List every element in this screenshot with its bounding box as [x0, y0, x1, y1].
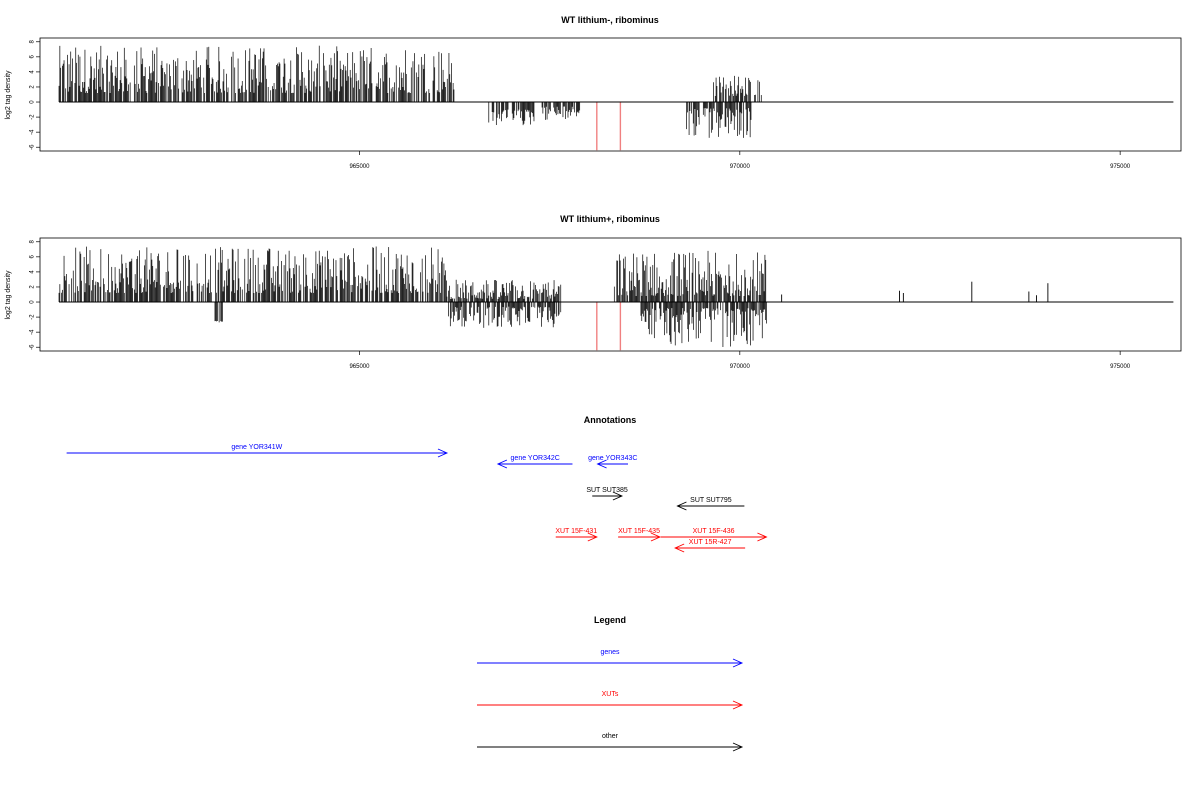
x-tick-label: 970000	[730, 164, 751, 170]
annotation-label: gene YOR343C	[588, 455, 637, 462]
feature-arrowhead	[732, 658, 744, 668]
feature-arrowhead	[612, 491, 624, 501]
y-tick-label: 0	[30, 300, 36, 304]
feature-arrowhead	[674, 543, 685, 553]
annotation-feature: XUT 15F-435	[618, 528, 662, 542]
legend-label: genes	[600, 649, 620, 656]
annotation-feature: SUT SUT385	[586, 487, 628, 501]
track-panel-lithium-minus: WT lithium-, ribominus log2 tag density …	[5, 15, 1182, 170]
marker-lines	[596, 102, 622, 151]
y-tick-label: -6	[30, 344, 36, 350]
plot-frame	[39, 237, 1182, 352]
tag-density-bars	[58, 45, 762, 138]
y-tick-label: 2	[30, 285, 36, 289]
track-panel-lithium-plus: WT lithium+, ribominus log2 tag density …	[5, 214, 1182, 370]
feature-arrowhead	[437, 448, 449, 458]
y-tick-label: -4	[30, 129, 36, 135]
x-axis-ticks: 965000 970000 975000	[349, 151, 1131, 170]
x-tick-label: 975000	[1110, 364, 1131, 370]
y-tick-label: 8	[30, 39, 36, 43]
feature-arrowhead	[732, 742, 744, 752]
x-tick-label: 970000	[730, 364, 751, 370]
feature-arrowhead	[732, 700, 744, 710]
legend-item-xut: XUTs	[477, 691, 744, 710]
panel-title: WT lithium+, ribominus	[560, 214, 660, 224]
annotation-feature: gene YOR341W	[66, 444, 449, 458]
x-tick-label: 965000	[349, 164, 370, 170]
legend-section: Legend genes XUTs other	[477, 615, 744, 752]
y-tick-label: 6	[30, 255, 36, 259]
plot-frame	[39, 37, 1182, 152]
marker-lines	[596, 302, 622, 351]
annotation-features: gene YOR341W gene YOR342C gene YOR343C SUT …	[66, 444, 768, 553]
annotation-label: XUT 15R-427	[689, 539, 732, 546]
feature-arrowhead	[757, 532, 768, 542]
feature-arrowhead	[650, 532, 662, 542]
x-tick-label: 975000	[1110, 164, 1131, 170]
feature-arrowhead	[496, 459, 508, 469]
y-axis-label: log2 tag density	[5, 270, 12, 320]
annotation-feature: SUT SUT795	[676, 497, 745, 511]
legend-title: Legend	[594, 615, 626, 625]
annotation-label: XUT 15F-431	[555, 528, 597, 535]
panel-title: WT lithium-, ribominus	[561, 15, 659, 25]
annotation-label: gene YOR341W	[231, 444, 282, 451]
annotations-title: Annotations	[584, 415, 637, 425]
x-axis-ticks: 965000 970000 975000	[349, 351, 1131, 370]
feature-arrowhead	[676, 501, 687, 511]
annotation-label: SUT SUT795	[690, 497, 732, 504]
tag-density-bars	[58, 246, 1049, 348]
y-tick-label: 8	[30, 239, 36, 243]
y-tick-label: 4	[30, 70, 36, 74]
annotation-feature: gene YOR343C	[588, 455, 637, 469]
y-tick-label: -4	[30, 329, 36, 335]
feature-arrowhead	[596, 459, 607, 469]
y-tick-label: -2	[30, 114, 36, 120]
annotation-feature: XUT 15F-431	[555, 528, 598, 542]
y-axis-ticks: 8 6 4 2 0 -2 -4 -6	[30, 239, 40, 350]
annotation-feature: gene YOR342C	[496, 455, 573, 469]
legend-label: XUTs	[602, 691, 619, 698]
y-axis-ticks: 8 6 4 2 0 -2 -4 -6	[30, 39, 40, 150]
feature-arrowhead	[587, 532, 598, 542]
y-tick-label: -6	[30, 144, 36, 150]
y-tick-label: 4	[30, 270, 36, 274]
x-tick-label: 965000	[349, 364, 370, 370]
y-tick-label: 2	[30, 85, 36, 89]
legend-item-other: other	[477, 733, 744, 752]
y-tick-label: 0	[30, 100, 36, 104]
annotation-label: XUT 15F-435	[618, 528, 660, 535]
legend-label: other	[602, 733, 619, 740]
y-tick-label: 6	[30, 55, 36, 59]
annotation-label: SUT SUT385	[586, 487, 628, 494]
annotation-label: gene YOR342C	[511, 455, 560, 462]
annotation-label: XUT 15F-436	[693, 528, 735, 535]
y-tick-label: -2	[30, 314, 36, 320]
legend-items: genes XUTs other	[477, 649, 744, 752]
y-axis-label: log2 tag density	[5, 70, 12, 120]
annotation-feature: XUT 15R-427	[674, 539, 746, 553]
legend-item-gene: genes	[477, 649, 744, 668]
annotation-feature: XUT 15F-436	[660, 528, 768, 542]
